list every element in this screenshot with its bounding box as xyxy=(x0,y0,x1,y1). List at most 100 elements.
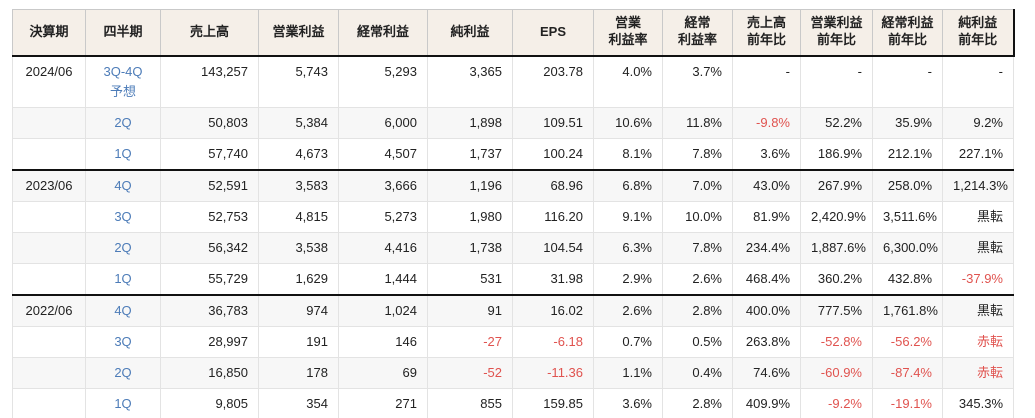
value-cell: 6.8% xyxy=(593,168,663,202)
value-cell: 531 xyxy=(427,262,513,295)
quarter-cell: 4Q xyxy=(85,293,161,327)
value-cell: 1,214.3% xyxy=(942,168,1014,202)
value-cell: 9.2% xyxy=(942,106,1014,139)
value-cell: 50,803 xyxy=(160,106,259,139)
value-cell: 16,850 xyxy=(160,356,259,389)
value-cell: 3,365 xyxy=(427,55,513,108)
value-cell: 4,416 xyxy=(338,231,428,264)
value-cell: 104.54 xyxy=(512,231,594,264)
value-cell: 234.4% xyxy=(732,231,801,264)
quarter-link[interactable]: 2Q xyxy=(114,114,132,130)
value-cell: 468.4% xyxy=(732,262,801,295)
value-cell: 3.6% xyxy=(593,387,663,418)
value-cell: 91 xyxy=(427,293,513,327)
value-cell: 159.85 xyxy=(512,387,594,418)
value-cell: 55,729 xyxy=(160,262,259,295)
column-header: 営業利益 xyxy=(258,9,339,57)
value-cell: 1,980 xyxy=(427,200,513,233)
fiscal-period-cell: 2024/06 xyxy=(12,55,86,108)
quarter-link[interactable]: 1Q xyxy=(114,270,132,286)
value-cell: 409.9% xyxy=(732,387,801,418)
quarter-cell: 2Q xyxy=(85,106,161,139)
value-cell: 100.24 xyxy=(512,137,594,170)
value-cell: 赤転 xyxy=(942,325,1014,358)
value-cell: 271 xyxy=(338,387,428,418)
value-cell: 109.51 xyxy=(512,106,594,139)
quarter-link[interactable]: 1Q xyxy=(114,145,132,161)
value-cell: 黒転 xyxy=(942,200,1014,233)
quarter-link[interactable]: 2Q xyxy=(114,239,132,255)
value-cell: -11.36 xyxy=(512,356,594,389)
value-cell: 8.1% xyxy=(593,137,663,170)
value-cell: 35.9% xyxy=(872,106,943,139)
value-cell: 5,384 xyxy=(258,106,339,139)
value-cell: -60.9% xyxy=(800,356,873,389)
quarter-link[interactable]: 2Q xyxy=(114,364,132,380)
value-cell: 74.6% xyxy=(732,356,801,389)
value-cell: 212.1% xyxy=(872,137,943,170)
value-cell: 1,898 xyxy=(427,106,513,139)
value-cell: 4,815 xyxy=(258,200,339,233)
value-cell: 777.5% xyxy=(800,293,873,327)
quarter-cell: 3Q xyxy=(85,200,161,233)
quarter-cell: 1Q xyxy=(85,387,161,418)
value-cell: 2.8% xyxy=(662,293,733,327)
quarter-link[interactable]: 1Q xyxy=(114,395,132,411)
quarter-link[interactable]: 3Q xyxy=(114,333,132,349)
fiscal-period-cell xyxy=(12,106,86,139)
value-cell: -9.8% xyxy=(732,106,801,139)
value-cell: -52.8% xyxy=(800,325,873,358)
value-cell: 2.6% xyxy=(593,293,663,327)
value-cell: -87.4% xyxy=(872,356,943,389)
value-cell: 4,507 xyxy=(338,137,428,170)
value-cell: 5,273 xyxy=(338,200,428,233)
value-cell: 116.20 xyxy=(512,200,594,233)
value-cell: 52,591 xyxy=(160,168,259,202)
value-cell: - xyxy=(872,55,943,108)
value-cell: 3,583 xyxy=(258,168,339,202)
value-cell: 6,000 xyxy=(338,106,428,139)
table-row: 2022/06 4Q 36,783 974 1,024 91 16.02 2.6% 2.8% 40… xyxy=(12,293,1014,327)
value-cell: 143,257 xyxy=(160,55,259,108)
column-header: 経常利益 前年比 xyxy=(872,9,943,57)
value-cell: 68.96 xyxy=(512,168,594,202)
value-cell: -27 xyxy=(427,325,513,358)
value-cell: 203.78 xyxy=(512,55,594,108)
value-cell: 7.0% xyxy=(662,168,733,202)
quarter-link[interactable]: 3Q-4Q 予想 xyxy=(103,63,143,99)
value-cell: 5,743 xyxy=(258,55,339,108)
table-body: 2024/06 3Q-4Q 予想 143,257 5,743 5,293 3,365 203… xyxy=(12,55,1014,418)
value-cell: 2.9% xyxy=(593,262,663,295)
value-cell: 1,887.6% xyxy=(800,231,873,264)
quarterly-earnings-table: 決算期 四半期 売上高 営業利益 経常利益 純利益 EPS 営業 利益率 経常 利益率 売上高 前… xyxy=(12,9,1015,418)
quarter-link[interactable]: 3Q xyxy=(114,208,132,224)
quarter-link[interactable]: 4Q xyxy=(114,302,132,318)
value-cell: - xyxy=(800,55,873,108)
value-cell: 36,783 xyxy=(160,293,259,327)
quarter-link[interactable]: 4Q xyxy=(114,177,132,193)
column-header: 売上高 xyxy=(160,9,259,57)
value-cell: 3.6% xyxy=(732,137,801,170)
column-header: EPS xyxy=(512,9,594,57)
value-cell: 191 xyxy=(258,325,339,358)
value-cell: 黒転 xyxy=(942,231,1014,264)
value-cell: 6,300.0% xyxy=(872,231,943,264)
value-cell: 31.98 xyxy=(512,262,594,295)
value-cell: 10.6% xyxy=(593,106,663,139)
value-cell: 974 xyxy=(258,293,339,327)
value-cell: -52 xyxy=(427,356,513,389)
value-cell: 10.0% xyxy=(662,200,733,233)
column-header: 純利益 xyxy=(427,9,513,57)
value-cell: 2.6% xyxy=(662,262,733,295)
fiscal-period-cell xyxy=(12,137,86,170)
value-cell: 3,511.6% xyxy=(872,200,943,233)
fiscal-period-cell xyxy=(12,387,86,418)
value-cell: 4,673 xyxy=(258,137,339,170)
value-cell: 1,444 xyxy=(338,262,428,295)
value-cell: -37.9% xyxy=(942,262,1014,295)
fiscal-period-cell xyxy=(12,325,86,358)
value-cell: -6.18 xyxy=(512,325,594,358)
fiscal-period-cell xyxy=(12,356,86,389)
value-cell: 3.7% xyxy=(662,55,733,108)
